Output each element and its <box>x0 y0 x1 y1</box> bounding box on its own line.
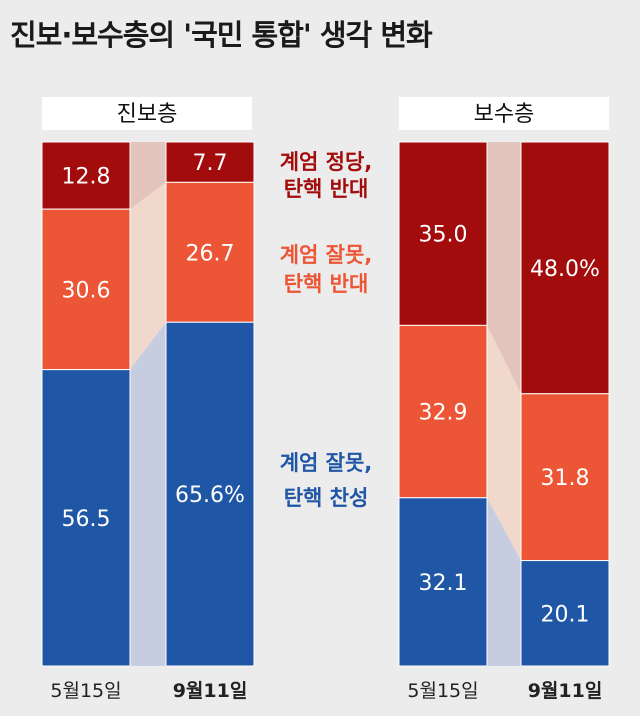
connector-band-g0-s0 <box>130 142 166 210</box>
data-label-g1-b1-s2: 20.1 <box>541 602 590 627</box>
legend-entry-s1-line0: 계엄 잘못, <box>280 243 373 267</box>
legend-entry-s2-line0: 계엄 잘못, <box>280 451 373 475</box>
legend-entry-s1-line1: 탄핵 반대 <box>284 272 369 296</box>
bar-segment-g1-b1-s1 <box>520 393 610 562</box>
connector-bands <box>130 142 521 666</box>
bar-segment-g0-b0-s0 <box>41 141 131 210</box>
segment-labels: 12.8 30.6 56.5 7.7 26.7 65.6% 35.0 32.9 32.1 48.0… <box>62 151 600 627</box>
legend-entry-s0-line0: 계엄 정당, <box>280 150 373 174</box>
data-label-g0-b1-s1: 26.7 <box>186 241 235 266</box>
data-label-g0-b0-s1: 30.6 <box>62 278 111 303</box>
bar-segment-g1-b1-s2 <box>520 560 610 667</box>
group-header-progressive <box>42 97 252 130</box>
chart-title: 진보·보수층의 '국민 통합' 생각 변화 <box>10 18 433 52</box>
group-header-conservative <box>399 97 609 130</box>
bar-segment-g0-b1-s1 <box>165 181 255 323</box>
bar-segment-g0-b1-s2 <box>165 321 255 667</box>
group-label-progressive: 진보층 <box>117 102 178 127</box>
bar-segments <box>41 141 610 667</box>
legend-entry-s0-line1: 탄핵 반대 <box>284 177 369 201</box>
group-label-conservative: 보수층 <box>474 102 535 127</box>
connector-band-g0-s2 <box>130 322 166 666</box>
data-label-g0-b0-s2: 56.5 <box>62 507 111 532</box>
data-label-g1-b0-s0: 35.0 <box>419 223 468 248</box>
date-label-g0-b1: 9월11일 <box>173 680 248 702</box>
bar-segment-g1-b0-s0 <box>398 141 488 326</box>
data-label-g0-b1-s2: 65.6% <box>175 483 245 508</box>
connector-band-g1-s2 <box>487 497 521 666</box>
data-label-g1-b1-s0: 48.0% <box>530 257 600 282</box>
bar-segment-g1-b0-s2 <box>398 497 488 667</box>
data-label-g1-b0-s1: 32.9 <box>419 401 468 426</box>
data-label-g0-b1-s0: 7.7 <box>193 151 228 176</box>
legend-entry-s2-line1: 탄핵 찬성 <box>284 486 369 510</box>
bar-segment-g1-b0-s1 <box>398 324 488 499</box>
date-label-g1-b1: 9월11일 <box>528 680 603 702</box>
data-label-g1-b0-s2: 32.1 <box>419 571 468 596</box>
bar-segment-g0-b0-s2 <box>41 369 131 667</box>
bar-segment-g0-b1-s0 <box>165 141 255 183</box>
bar-segment-g0-b0-s1 <box>41 208 131 371</box>
connector-band-g0-s1 <box>130 182 166 370</box>
date-label-g1-b0: 5월15일 <box>407 680 478 702</box>
connector-band-g1-s0 <box>487 142 521 394</box>
data-label-g0-b0-s0: 12.8 <box>62 165 111 190</box>
bar-segment-g1-b1-s0 <box>520 141 610 395</box>
data-label-g1-b1-s1: 31.8 <box>541 466 590 491</box>
connector-band-g1-s1 <box>487 325 521 561</box>
date-labels: 5월15일 9월11일 5월15일 9월11일 <box>50 680 602 702</box>
date-label-g0-b0: 5월15일 <box>50 680 121 702</box>
